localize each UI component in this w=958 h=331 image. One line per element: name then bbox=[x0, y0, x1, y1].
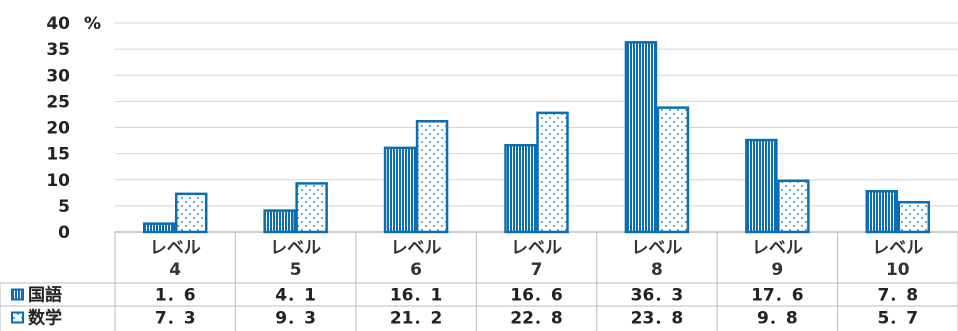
category-number: 4 bbox=[169, 260, 181, 280]
category-number: 5 bbox=[290, 260, 302, 280]
y-tick-label: 15 bbox=[46, 145, 70, 165]
legend-swatch bbox=[11, 311, 24, 324]
y-tick-label: 30 bbox=[46, 66, 70, 86]
category-number: 9 bbox=[771, 260, 783, 280]
category-label: レベル bbox=[511, 238, 562, 258]
table-value: 22．8 bbox=[510, 309, 563, 329]
category-number: 6 bbox=[410, 260, 422, 280]
bar-kokugo bbox=[504, 144, 537, 234]
category-label: レベル bbox=[872, 238, 923, 258]
y-tick-label: 5 bbox=[58, 197, 70, 217]
table-value: 7．3 bbox=[155, 309, 196, 329]
category-label: レベル bbox=[752, 238, 803, 258]
table-value: 23．8 bbox=[631, 309, 684, 329]
table-value: 5．7 bbox=[877, 309, 918, 329]
category-label: レベル bbox=[270, 238, 321, 258]
legend-label: 国語 bbox=[28, 285, 62, 306]
legend-label: 数学 bbox=[28, 308, 62, 329]
category-label: レベル bbox=[631, 238, 682, 258]
legend-swatch bbox=[11, 288, 24, 301]
bar-sugaku bbox=[174, 192, 208, 234]
bar-sugaku bbox=[777, 179, 810, 234]
bar-sugaku bbox=[536, 111, 569, 234]
bar-kokugo bbox=[745, 138, 778, 234]
table-value: 16．1 bbox=[390, 286, 443, 306]
table-value: 16．6 bbox=[510, 286, 563, 306]
y-tick-label: 10 bbox=[46, 171, 70, 191]
bar-kokugo bbox=[865, 189, 899, 234]
y-tick-label: 0 bbox=[58, 223, 70, 243]
table-value: 9．8 bbox=[757, 309, 798, 329]
category-number: 10 bbox=[886, 260, 910, 280]
table-value: 21．2 bbox=[390, 309, 443, 329]
category-label: レベル bbox=[391, 238, 442, 258]
bar-kokugo bbox=[624, 41, 658, 234]
category-number: 8 bbox=[651, 260, 663, 280]
bar-sugaku bbox=[897, 200, 931, 234]
bars bbox=[142, 41, 931, 234]
y-tick-label: 40 bbox=[46, 14, 70, 34]
y-tick-label: 20 bbox=[46, 119, 70, 139]
bar-kokugo bbox=[142, 222, 176, 234]
y-axis: 0 5 10 15 20 25 30 35 40% bbox=[46, 14, 101, 243]
table-value: 4．1 bbox=[275, 286, 316, 306]
category-number: 7 bbox=[531, 260, 543, 280]
category-label: レベル bbox=[150, 238, 201, 258]
table-value: 1．6 bbox=[155, 286, 196, 306]
table-value: 7．8 bbox=[877, 286, 918, 306]
bar-sugaku bbox=[415, 119, 449, 234]
bar-kokugo bbox=[383, 146, 417, 234]
bar-sugaku bbox=[656, 106, 690, 234]
table-value: 17．6 bbox=[751, 286, 804, 306]
table-value: 36．3 bbox=[631, 286, 684, 306]
table-value: 9．3 bbox=[275, 309, 316, 329]
y-unit-label: % bbox=[84, 14, 101, 34]
y-tick-label: 25 bbox=[46, 92, 70, 112]
bar-kokugo bbox=[263, 209, 296, 234]
bar-sugaku bbox=[295, 182, 328, 234]
y-tick-label: 35 bbox=[46, 40, 70, 60]
